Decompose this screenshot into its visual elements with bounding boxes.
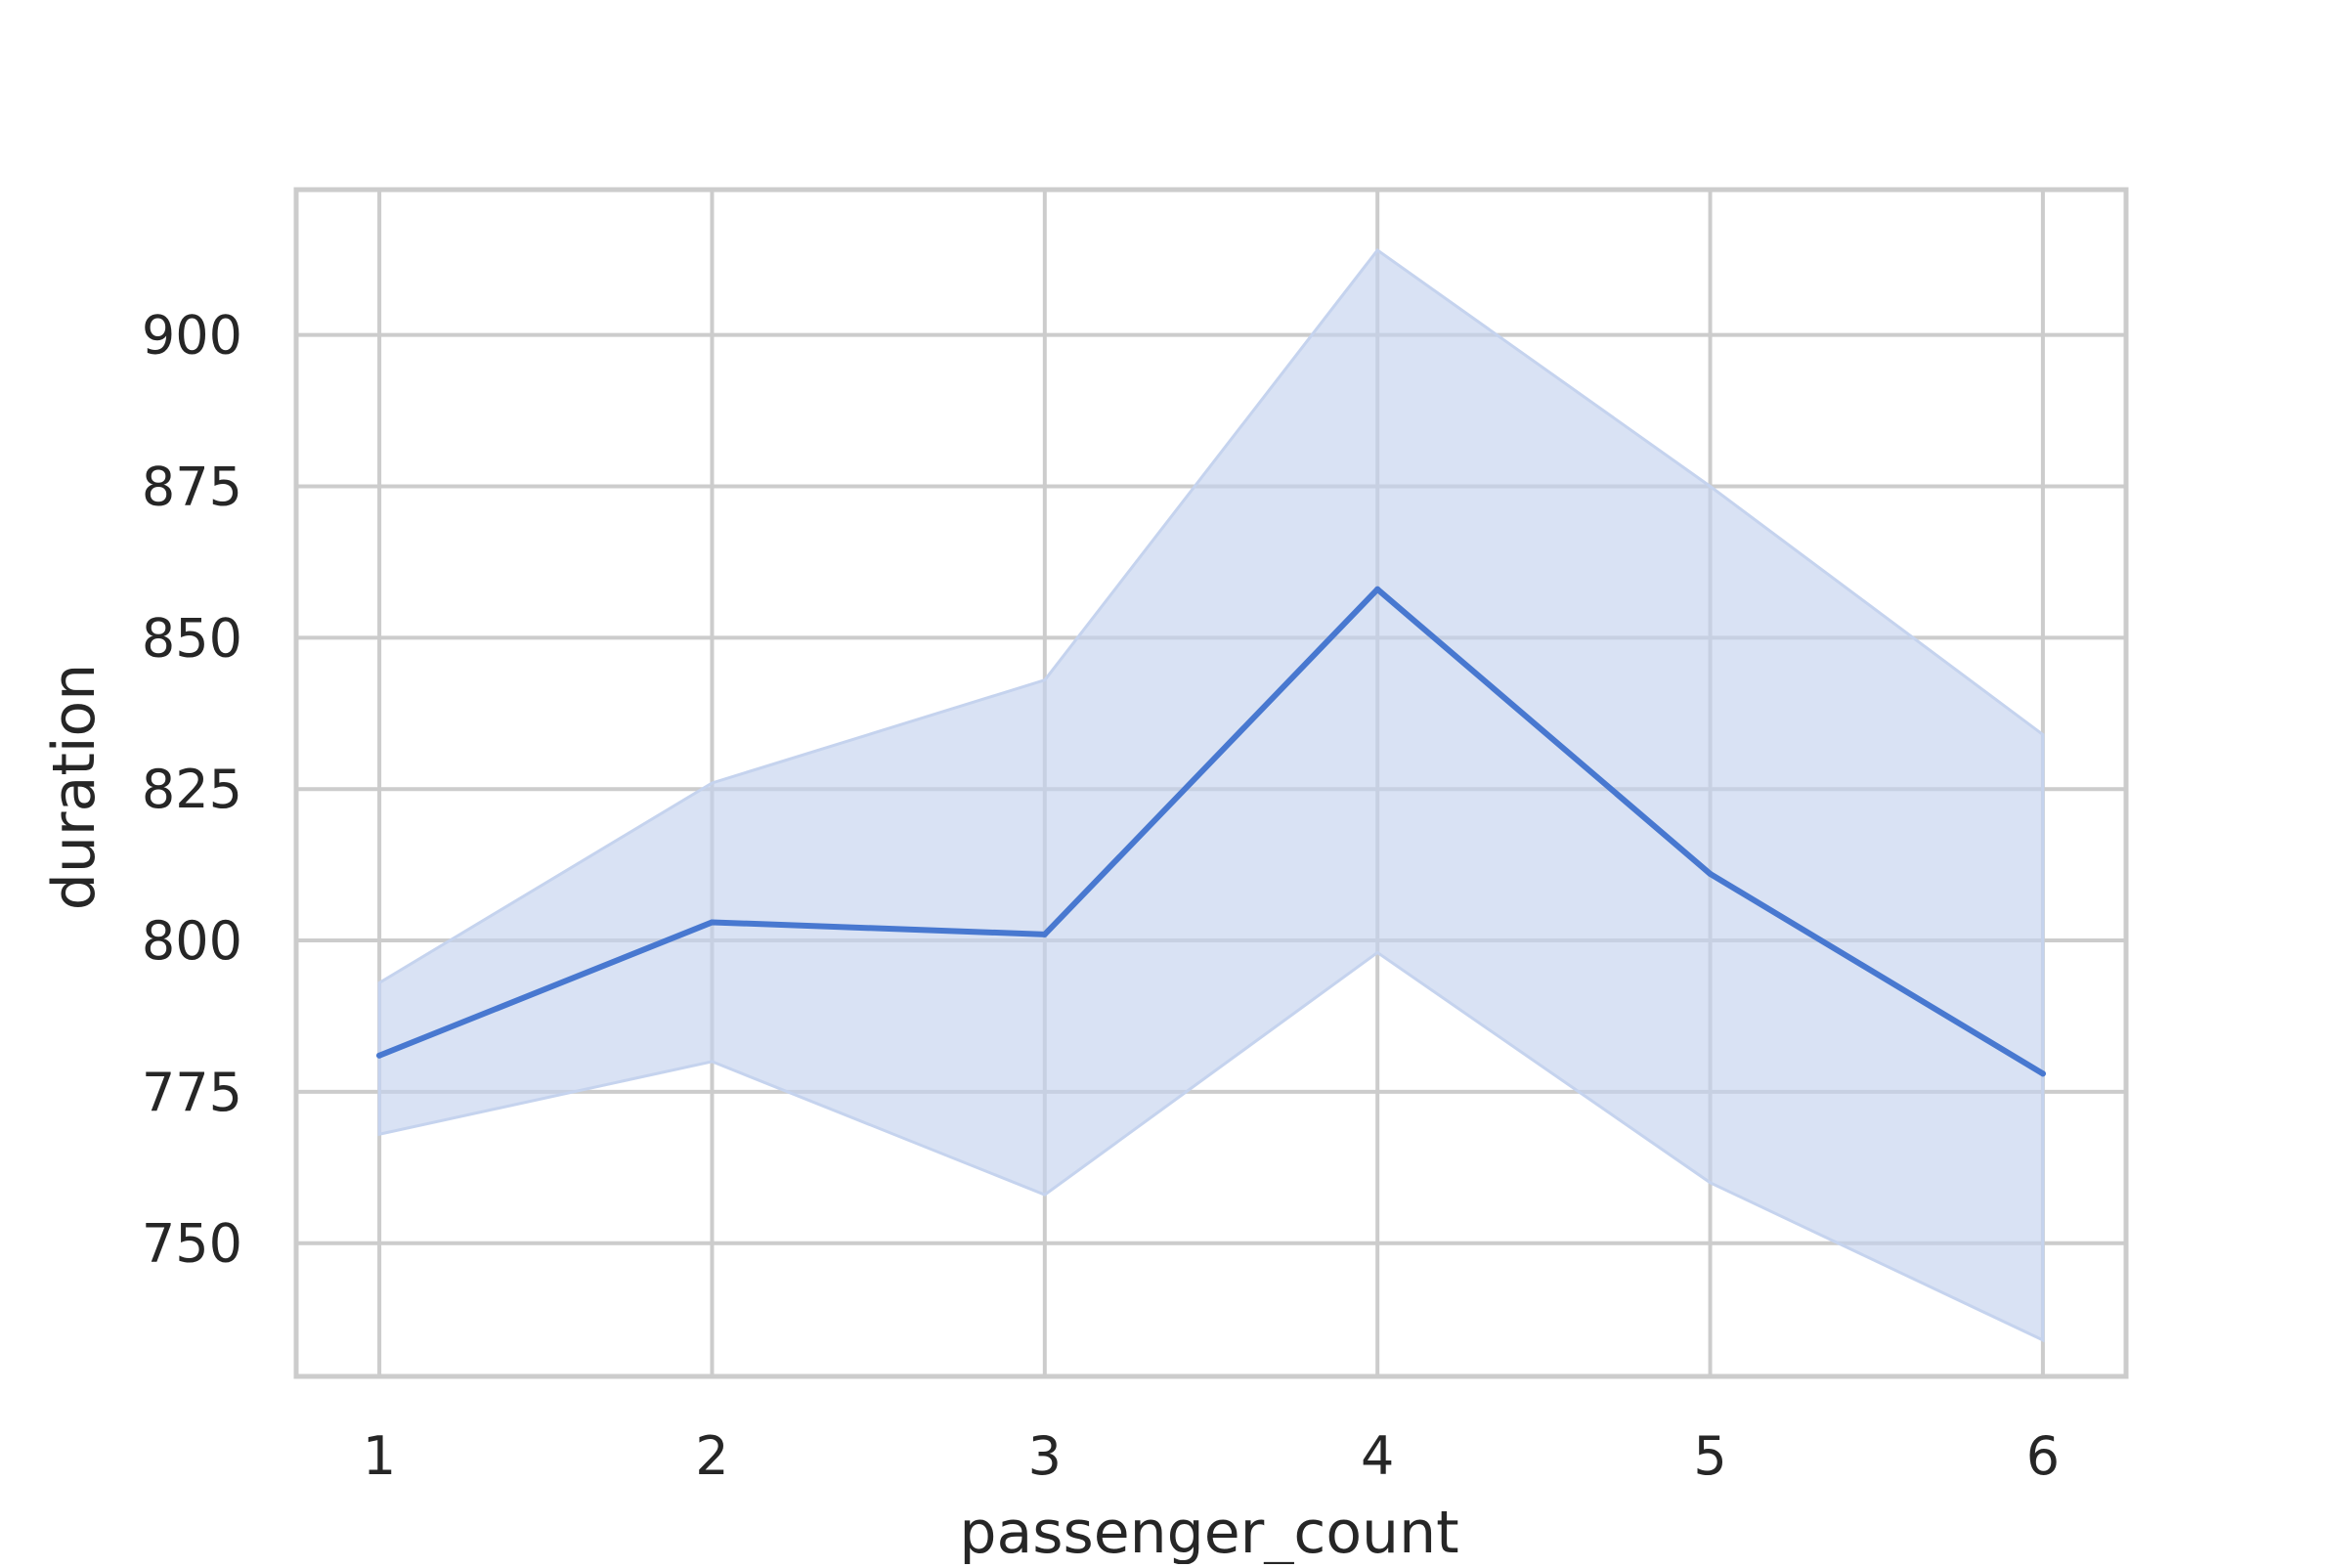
confidence-band-layer (377, 247, 2045, 1343)
data-point-3 (1041, 931, 1048, 937)
data-point-4 (1374, 586, 1381, 592)
y-tick-label-800: 800 (142, 910, 242, 972)
x-tick-label-4: 4 (1361, 1425, 1394, 1487)
x-tick-label-1: 1 (363, 1425, 396, 1487)
series-line-layer (376, 586, 2046, 1077)
y-tick-label-850: 850 (142, 607, 242, 669)
confidence-band-0 (377, 247, 2045, 1343)
data-point-2 (709, 919, 716, 926)
y-axis-title: duration (40, 664, 109, 910)
y-tick-label-900: 900 (142, 305, 242, 367)
y-tick-label-875: 875 (142, 457, 242, 518)
series-line-0 (376, 586, 2046, 1077)
data-point-6 (2039, 1070, 2046, 1077)
data-point-5 (1707, 870, 1714, 877)
y-tick-label-825: 825 (142, 759, 242, 820)
x-tick-labels: 1 2 3 4 5 6 (363, 1425, 2060, 1487)
y-tick-label-750: 750 (142, 1213, 242, 1275)
x-tick-label-5: 5 (1693, 1425, 1726, 1487)
x-tick-label-2: 2 (695, 1425, 728, 1487)
y-tick-label-775: 775 (142, 1062, 242, 1123)
plot-frame (293, 187, 2129, 1379)
y-tick-labels: 750 775 800 825 850 875 900 (142, 305, 242, 1275)
x-axis-title: passenger_count (959, 1499, 1458, 1564)
data-point-1 (376, 1052, 383, 1059)
x-tick-label-3: 3 (1028, 1425, 1062, 1487)
x-tick-label-6: 6 (2026, 1425, 2060, 1487)
